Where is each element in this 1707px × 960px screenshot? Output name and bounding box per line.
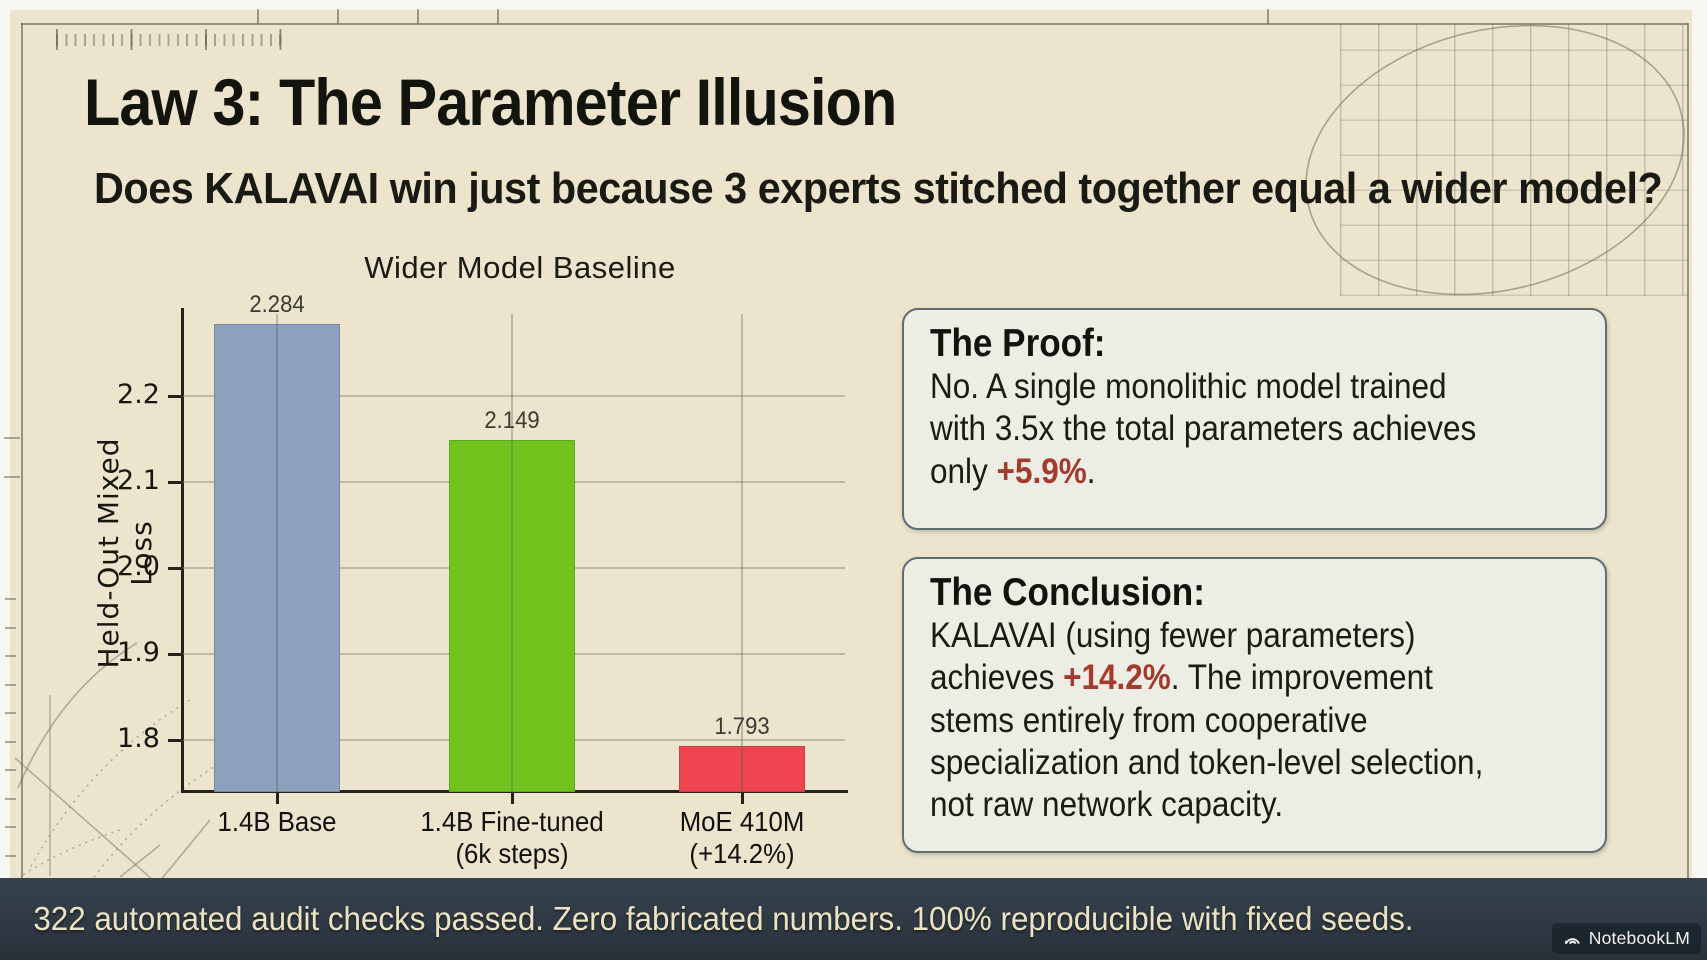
footer-text: 322 automated audit checks passed. Zero …: [33, 900, 1414, 937]
left-edge-dash: [5, 854, 16, 857]
subtitle: Does KALAVAI win just because 3 experts …: [94, 164, 1663, 213]
frame-top-tick: [417, 9, 419, 24]
footer-bar: 322 automated audit checks passed. Zero …: [0, 878, 1707, 960]
gridline-horizontal: [183, 395, 845, 398]
x-tick-label: MoE 410M (+14.2%): [679, 806, 805, 870]
bar: [679, 746, 805, 792]
gutter-right: [1692, 10, 1707, 878]
proof-heading: The Proof:: [930, 322, 1106, 365]
frame-top-tick: [1267, 9, 1269, 24]
conclusion-body: KALAVAI (using fewer parameters) achieve…: [930, 615, 1483, 827]
watermark-label: NotebookLM: [1588, 928, 1690, 948]
y-tick-mark: [168, 738, 182, 742]
frame-top-tick: [337, 9, 339, 24]
y-tick-mark: [168, 394, 182, 398]
left-edge-dash: [5, 683, 16, 686]
body-text: KALAVAI (using fewer parameters) achieve…: [930, 616, 1416, 698]
y-tick-label: 1.9: [117, 637, 160, 669]
compass-arc-solid: [17, 642, 138, 789]
gridline-vertical: [741, 314, 743, 792]
body-text: . The improvement stems entirely from co…: [930, 658, 1484, 825]
notebooklm-watermark: NotebookLM: [1551, 923, 1701, 954]
body-text: .: [1086, 451, 1096, 491]
page-title: Law 3: The Parameter Illusion: [84, 65, 897, 139]
y-tick-label: 2.2: [117, 379, 160, 411]
y-tick-label: 1.8: [117, 723, 160, 755]
gridline-vertical: [511, 314, 513, 792]
y-tick-label: 2.0: [117, 551, 160, 583]
left-edge-dash: [5, 740, 16, 743]
y-tick-mark: [168, 652, 182, 656]
frame-top: [21, 23, 1688, 25]
left-edge-dash: [5, 826, 16, 828]
frame-top-tick: [257, 9, 259, 24]
left-edge-dash: [5, 598, 16, 600]
left-edge-tick: [4, 476, 20, 478]
y-tick-mark: [168, 566, 182, 570]
frame-right: [1687, 23, 1689, 878]
blob-outline: [1305, 24, 1685, 296]
conclusion-box: The Conclusion: KALAVAI (using fewer par…: [902, 557, 1607, 853]
x-tick-label: 1.4B Base: [217, 806, 337, 837]
left-edge-dash: [5, 769, 16, 771]
gridline-vertical: [276, 314, 278, 792]
bar-value-label: 2.284: [249, 290, 305, 318]
frame-top-tick: [497, 9, 499, 24]
left-edge-dash: [5, 655, 16, 657]
compass-arc-dotted: [29, 699, 191, 869]
accent-value: +5.9%: [996, 451, 1087, 491]
left-edge-tick: [4, 437, 20, 439]
left-edge-dash: [5, 797, 16, 800]
y-tick-mark: [168, 480, 182, 484]
bar: [449, 439, 575, 792]
sketch-diagonal: [119, 844, 161, 878]
x-tick-label: 1.4B Fine-tuned (6k steps): [420, 806, 604, 870]
y-tick-label: 2.1: [117, 465, 160, 497]
x-tick-mark: [510, 792, 514, 804]
y-axis-spine: [181, 308, 184, 793]
proof-box: The Proof: No. A single monolithic model…: [902, 308, 1607, 530]
bar-value-label: 2.149: [484, 406, 540, 434]
accent-value: +14.2%: [1063, 658, 1171, 698]
x-tick-mark: [740, 792, 744, 804]
gutter-top: [0, 0, 1707, 10]
bar: [214, 323, 340, 792]
gutter-left: [0, 10, 10, 878]
left-edge-dash: [5, 712, 16, 714]
blueprint-grid-decoration: [1340, 24, 1688, 296]
x-tick-mark: [275, 792, 279, 804]
left-edge-dash: [5, 626, 16, 629]
body-text: No. A single monolithic model trained wi…: [930, 367, 1477, 491]
ruler-decoration: [56, 29, 286, 50]
proof-body: No. A single monolithic model trained wi…: [930, 366, 1476, 493]
notebooklm-logo-icon: [1564, 938, 1580, 945]
frame-left: [21, 23, 23, 878]
bar-value-label: 1.793: [714, 713, 770, 741]
chart-title: Wider Model Baseline: [364, 250, 676, 285]
conclusion-heading: The Conclusion:: [930, 571, 1205, 614]
